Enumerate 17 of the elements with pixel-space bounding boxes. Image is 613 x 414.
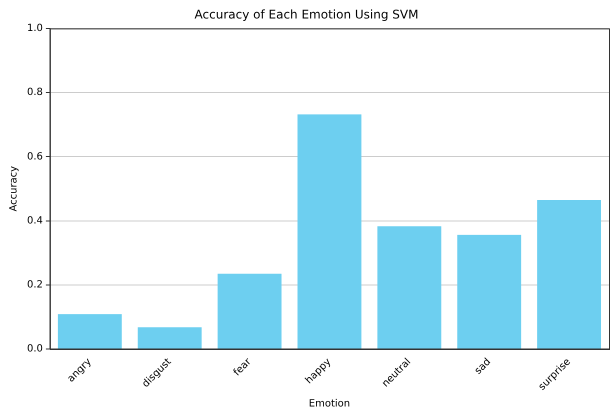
bar	[218, 274, 282, 349]
chart-title: Accuracy of Each Emotion Using SVM	[194, 7, 418, 22]
y-axis-title: Accuracy	[8, 166, 20, 212]
y-tick-label: 0.2	[26, 280, 43, 291]
bar	[377, 226, 442, 349]
x-tick-label: sad	[472, 356, 494, 377]
bar	[537, 200, 602, 349]
bar	[138, 327, 202, 349]
y-tick-label: 0.4	[26, 215, 43, 226]
y-tick-label: 0.6	[26, 151, 43, 162]
y-tick-label: 0.8	[26, 87, 43, 98]
x-axis-title: Emotion	[308, 398, 350, 410]
bar	[298, 114, 362, 349]
y-tick-label: 0.0	[26, 344, 43, 355]
bar	[58, 314, 122, 349]
bar	[457, 234, 522, 349]
y-tick-label: 1.0	[26, 22, 43, 34]
